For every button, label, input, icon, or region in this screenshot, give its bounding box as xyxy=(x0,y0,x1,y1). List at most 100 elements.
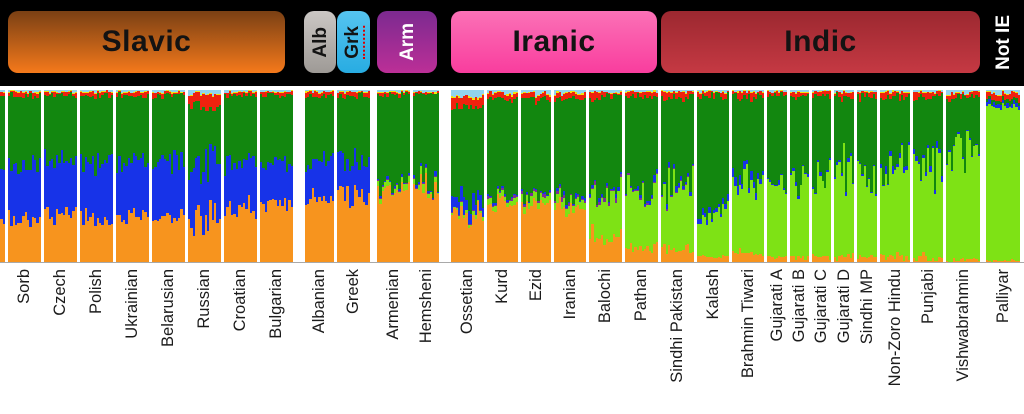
individual-bar xyxy=(829,90,831,262)
ancestry-bars xyxy=(0,90,5,262)
section-label: Arm xyxy=(398,23,417,61)
ancestry-bars xyxy=(44,90,77,262)
population-label-text: Gujarati B xyxy=(791,269,808,342)
population-label: Ezid xyxy=(528,269,545,414)
segment-light-green xyxy=(807,177,809,256)
segment-blue xyxy=(368,157,370,192)
population-label-text: Ossetian xyxy=(459,269,476,334)
segment-blue xyxy=(332,153,334,201)
population-label-text: Albanian xyxy=(311,269,328,333)
population-label-text: Gujarati C xyxy=(813,269,830,343)
population-label: Gujarati D xyxy=(836,269,853,414)
population-group-greek: Greek xyxy=(337,90,370,414)
section-box-indic: Indic xyxy=(661,11,980,73)
population-label: Bulgarian xyxy=(268,269,285,414)
individual-bar xyxy=(482,90,484,262)
population-label: Punjabi xyxy=(920,269,937,414)
segment-orange xyxy=(219,219,221,262)
population-label-text: Czech xyxy=(52,269,69,316)
segment-light-green xyxy=(978,156,980,262)
segment-dark-green xyxy=(147,94,149,163)
ancestry-bars xyxy=(986,90,1020,262)
ancestry-bars xyxy=(260,90,293,262)
population-label-text: Sindhi MP xyxy=(859,269,876,344)
population-group-balochi: Balochi xyxy=(589,90,622,414)
individual-bar xyxy=(408,90,410,262)
segment-light-green xyxy=(549,193,551,201)
section-label: Alb xyxy=(311,27,330,58)
ancestry-bars xyxy=(152,90,185,262)
segment-dark-green xyxy=(39,93,41,158)
population-group-armenian: Armenian xyxy=(377,90,410,414)
segment-dark-green xyxy=(219,105,221,163)
segment-orange xyxy=(516,202,518,262)
segment-orange xyxy=(183,215,185,262)
ancestry-bars xyxy=(305,90,334,262)
segment-light-green xyxy=(852,184,854,253)
segment-orange xyxy=(852,253,854,262)
segment-orange xyxy=(39,217,41,262)
ancestry-bars xyxy=(790,90,809,262)
segment-light-green xyxy=(692,166,694,251)
segment-orange xyxy=(111,224,113,262)
ancestry-bars xyxy=(521,90,551,262)
individual-bar xyxy=(437,90,439,262)
population-group-palliyar: Palliyar xyxy=(986,90,1020,414)
population-label-text: Ezid xyxy=(528,269,545,301)
segment-blue xyxy=(39,158,41,217)
population-group-czech: Czech xyxy=(44,90,77,414)
population-group-kurd: Kurd xyxy=(487,90,518,414)
population-label-text: Iranian xyxy=(562,269,579,319)
segment-red xyxy=(875,92,877,99)
ancestry-bars xyxy=(224,90,257,262)
individual-bar xyxy=(147,90,149,262)
individual-bar xyxy=(875,90,877,262)
population-label: Belarusian xyxy=(160,269,177,414)
individual-bar xyxy=(908,90,910,262)
population-label: Ossetian xyxy=(459,269,476,414)
segment-blue xyxy=(219,164,221,219)
population-group-partial xyxy=(0,90,5,414)
population-label-text: Palliyar xyxy=(995,269,1012,323)
segment-light-green xyxy=(727,201,729,255)
section-label: Indic xyxy=(784,25,857,59)
segment-dark-green xyxy=(516,97,518,195)
ancestry-bars xyxy=(834,90,854,262)
population-label-text: Non-Zoro Hindu xyxy=(887,269,904,386)
individual-bar xyxy=(656,90,658,262)
ancestry-bars xyxy=(8,90,41,262)
segment-blue xyxy=(3,170,6,225)
segment-blue xyxy=(147,163,149,217)
segment-dark-green xyxy=(852,99,854,183)
population-label-text: Punjabi xyxy=(920,269,937,324)
ancestry-bars xyxy=(413,90,439,262)
population-label: Kurd xyxy=(494,269,511,414)
segment-light-green xyxy=(829,160,831,260)
population-group-gujarati-a: Gujarati A xyxy=(767,90,787,414)
ancestry-bars xyxy=(767,90,787,262)
individual-bar xyxy=(39,90,41,262)
segment-orange xyxy=(584,210,586,262)
ancestry-bars xyxy=(451,90,484,262)
segment-light-green xyxy=(785,194,787,256)
segment-orange xyxy=(255,219,257,262)
individual-bar xyxy=(762,90,764,262)
ancestry-bars xyxy=(880,90,910,262)
segment-orange xyxy=(368,193,370,262)
segment-dark-green xyxy=(620,95,622,172)
individual-bar xyxy=(620,90,622,262)
segment-dark-green xyxy=(255,97,257,167)
individual-bar xyxy=(368,90,370,262)
population-label: Sindhi MP xyxy=(859,269,876,414)
population-label: Ukrainian xyxy=(124,269,141,414)
segment-orange xyxy=(692,252,694,262)
section-box-grk: Grk xyxy=(337,11,370,73)
population-label: Armenian xyxy=(385,269,402,414)
section-box-iranic: Iranic xyxy=(451,11,657,73)
segment-orange xyxy=(408,182,410,262)
population-group-ezid: Ezid xyxy=(521,90,551,414)
ancestry-bars xyxy=(697,90,729,262)
individual-bar xyxy=(941,90,943,262)
population-label: Russian xyxy=(196,269,213,414)
population-label: Palliyar xyxy=(995,269,1012,414)
